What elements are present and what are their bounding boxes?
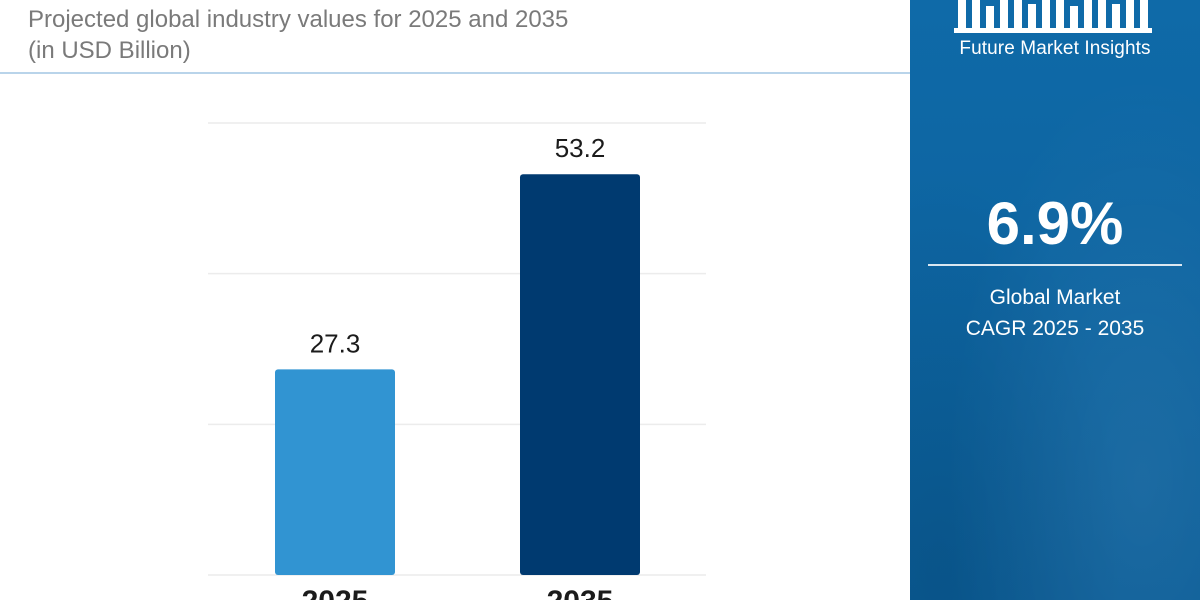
panel-texture — [910, 0, 1200, 600]
subtitle-line-2: (in USD Billion) — [28, 37, 191, 64]
category-label-2035: 2035 — [547, 585, 614, 600]
cagr-value: 6.9% — [986, 190, 1124, 257]
panel-divider — [928, 264, 1182, 266]
bar-2035 — [520, 174, 640, 575]
category-label-2025: 2025 — [302, 585, 369, 600]
header-divider — [0, 72, 910, 74]
bar-2025 — [275, 369, 395, 575]
chart-subtitle: Projected global industry values for 202… — [28, 4, 568, 66]
cagr-caption-line-1: Global Market — [989, 286, 1121, 309]
cagr-caption-line-2: CAGR 2025 - 2035 — [965, 317, 1145, 340]
data-label-2025: 27.3 — [310, 328, 361, 358]
cagr-panel: Future Market Insights 6.9% Global Marke… — [910, 0, 1200, 600]
subtitle-line-1: Projected global industry values for 202… — [28, 6, 569, 33]
brand-name: Future Market Insights — [959, 38, 1151, 59]
chart-area: Projected global industry values for 202… — [0, 4, 910, 600]
bar-chart: 27.3 2025 53.2 2035 — [208, 122, 706, 600]
building-columns-logo-icon — [954, 0, 1152, 33]
cagr-caption: Global Market CAGR 2025 - 2035 — [910, 282, 1200, 344]
data-label-2035: 53.2 — [555, 133, 606, 163]
